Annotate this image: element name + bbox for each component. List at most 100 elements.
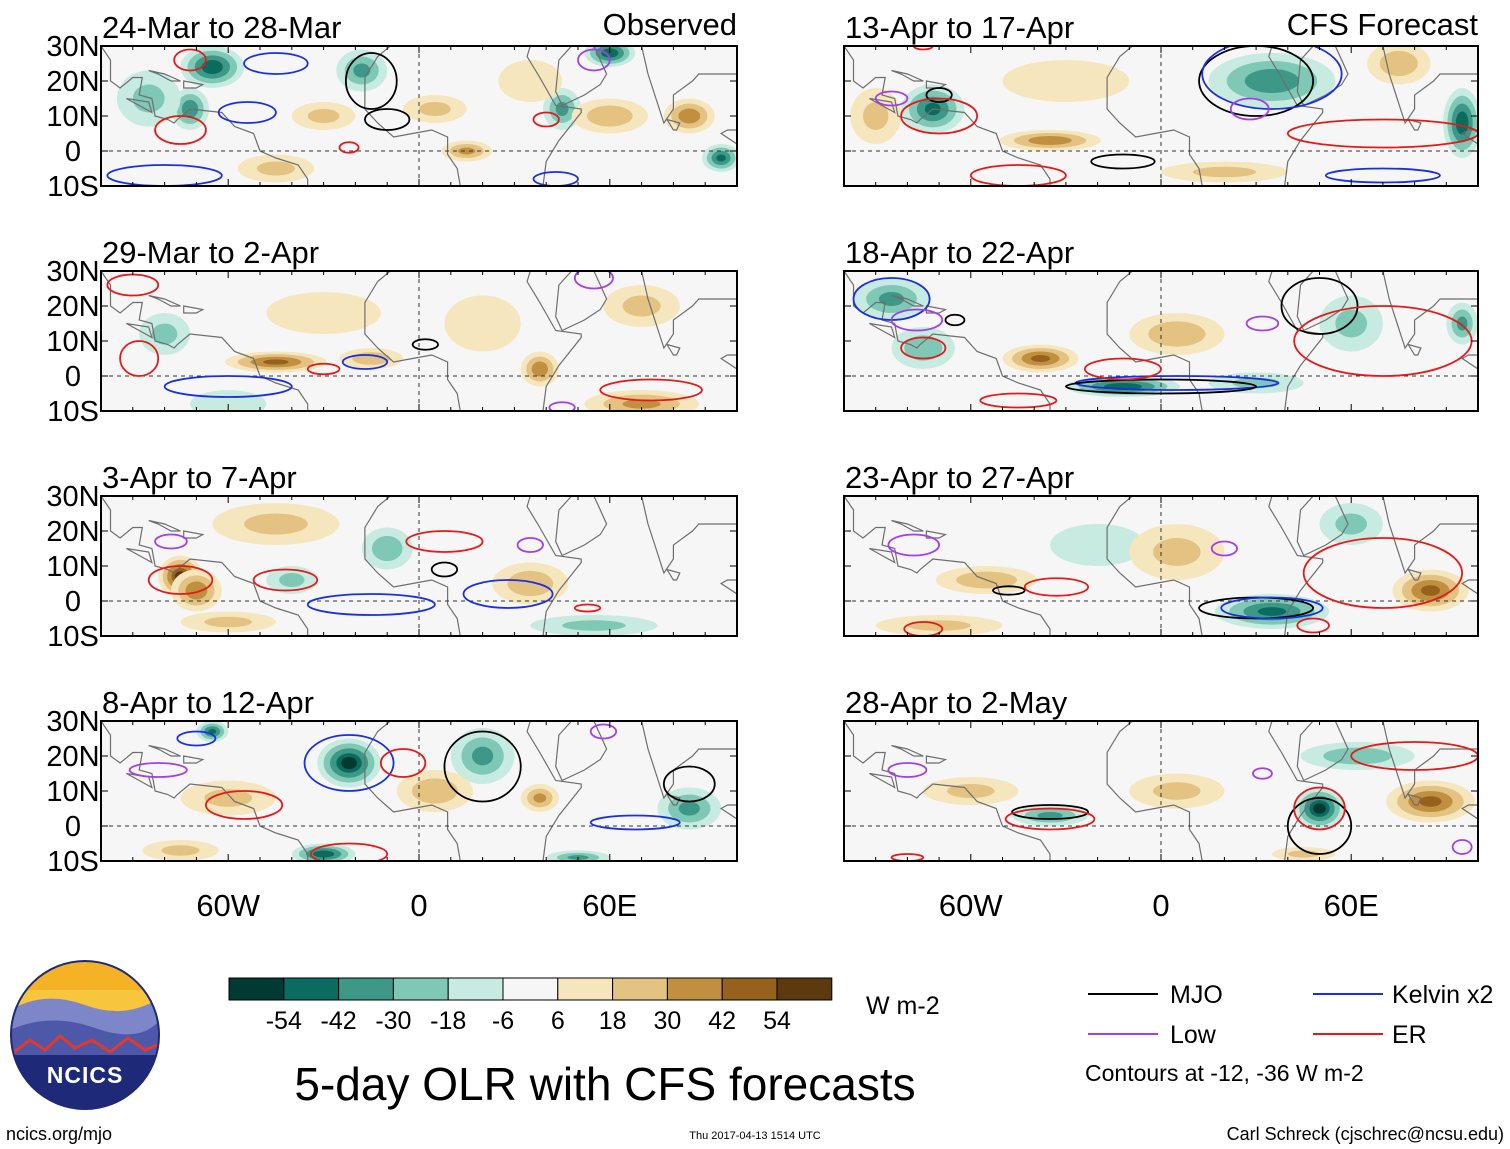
olr-anomaly-blob [571,98,648,134]
contour-er [1004,807,1096,831]
x-tick-label: 60E [1324,888,1379,923]
coastline [719,354,737,370]
contour-er [1302,537,1464,609]
contour-mjo [364,108,411,131]
coastline [1461,804,1478,820]
coastline [1461,129,1478,145]
map-panel [100,270,738,412]
x-tick-label: 60W [196,888,260,923]
olr-anomaly-blob [1002,60,1130,102]
olr-anomaly-blob [361,527,413,570]
coastline [640,271,737,350]
contour-note: Contours at -12, -36 W m-2 [1085,1060,1364,1086]
contour-mjo [430,561,459,578]
colorbar: -54 -42 -30 -18 -6 6 18 30 42 54 [228,977,833,1035]
map-panel [843,45,1479,187]
olr-anomaly-blob [266,292,381,334]
olr-anomaly-blob [317,738,381,788]
contour-low [1252,767,1273,780]
contour-mjo [411,338,439,351]
contour-er [912,46,934,51]
contour-kelvin-x2 [589,814,681,831]
logo-text: NCICS [47,1062,124,1088]
olr-anomaly-blob [142,840,219,861]
contour-low [887,762,928,778]
contour-mjo [662,765,716,803]
y-tick-label: 10N [46,551,99,583]
y-tick-label: 0 [65,361,81,393]
coastline [148,294,181,307]
contour-mjo [925,87,953,103]
contour-low [577,48,611,72]
olr-anomaly-blob [999,130,1101,151]
olr-anomaly-blob [441,140,493,162]
units-label: W m-2 [866,992,940,1020]
contour-kelvin-x2 [1220,596,1324,620]
coastline [869,97,896,114]
coastline [148,519,181,532]
coastline [126,322,153,339]
map-panel [843,270,1479,412]
coastline [364,496,582,636]
y-tick-label: 20N [46,516,99,548]
contour-mjo [1011,804,1089,820]
coastline [891,294,924,307]
coastline [101,721,309,861]
olr-anomaly-blob [180,46,245,88]
map-panel [843,720,1479,862]
contour-low [890,308,944,332]
panel-title: 13-Apr to 17-Apr [845,10,1074,45]
olr-anomaly-blob [923,777,1019,805]
contour-kelvin-x2 [1201,46,1343,110]
coastline [1382,721,1478,800]
colorbar-swatch [392,977,449,1001]
olr-anomaly-blob [520,784,559,812]
contour-low [1229,97,1270,121]
coastline [1106,721,1324,861]
coastline [869,772,896,789]
legend-label-mjo: MJO [1170,981,1223,1009]
coastline [1461,354,1478,370]
contour-kelvin-x2 [176,730,217,747]
coastline [148,744,181,757]
coastline [1407,118,1422,131]
coastline [101,271,309,411]
column-label-forecast: CFS Forecast [1287,7,1479,42]
coastline [844,496,1051,636]
coastline [183,305,205,314]
olr-anomaly-blob [266,566,318,594]
colorbar-swatch [612,977,668,1001]
contour-low [1245,315,1280,332]
legend-label-er: ER [1392,1021,1427,1049]
coastline [1106,496,1324,636]
olr-anomaly-blob [702,144,737,172]
coastline [1382,271,1478,350]
coastline [555,721,608,782]
olr-anomaly-blob [663,98,715,134]
contour-low [1210,540,1238,557]
olr-anomaly-blob [1208,53,1336,109]
coastline [183,530,205,539]
colorbar-label: 30 [653,1007,681,1035]
colorbar-label: -54 [266,1007,302,1035]
coastline [891,744,924,757]
contour-low [573,271,614,290]
olr-anomaly-blob [237,154,315,183]
panel-title: 8-Apr to 12-Apr [102,685,314,720]
y-tick-label: 0 [65,811,81,843]
contour-mjo [1065,378,1258,395]
contour-er [205,790,284,820]
y-tick-label: 30N [46,481,99,513]
olr-anomaly-blob [891,327,955,369]
x-tick-label: 60E [582,888,637,923]
coastline [364,46,582,186]
footer-credit: Carl Schreck (cjschrec@ncsu.edu) [1227,1124,1504,1144]
contour-low [154,533,188,550]
coastline [1296,721,1349,782]
contour-kelvin-x2 [462,579,554,609]
contour-kelvin-x2 [341,354,389,370]
legend-label-kelvin: Kelvin x2 [1392,981,1493,1009]
contour-er [119,340,160,377]
x-tick-label: 60W [939,888,1003,923]
colorbar-swatch [721,977,778,1001]
